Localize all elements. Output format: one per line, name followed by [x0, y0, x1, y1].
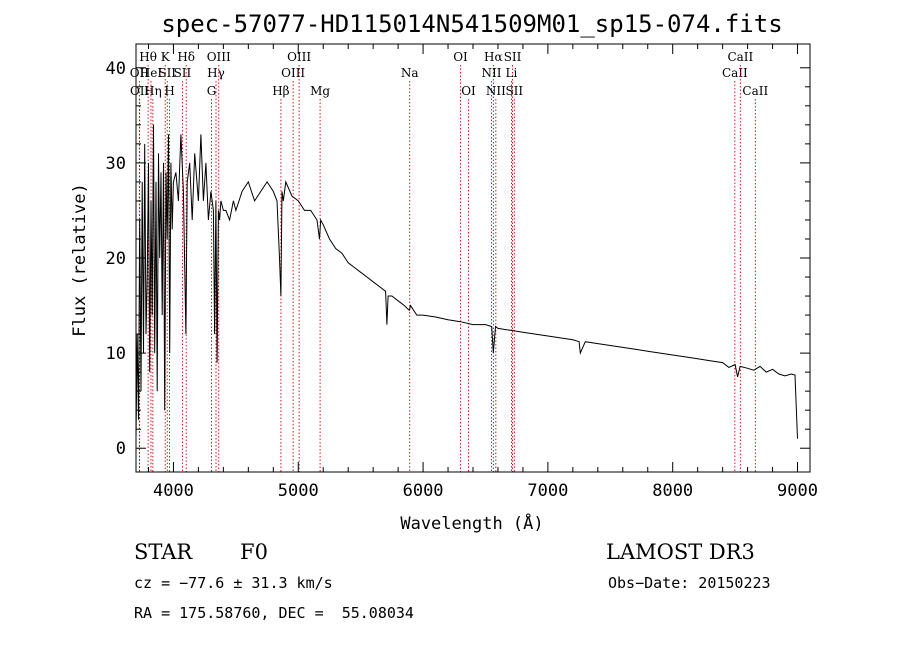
line-marker-label: SII [174, 66, 192, 80]
line-marker-label: OI [461, 84, 476, 98]
line-marker-label: OIII [287, 50, 311, 64]
line-marker-label: OIII [281, 66, 305, 80]
line-marker-label: CaII [742, 84, 768, 98]
line-marker-label: NII [486, 84, 506, 98]
line-marker-label: CaII [722, 66, 748, 80]
chart-title: spec-57077-HD115014N541509M01_sp15-074.f… [161, 10, 782, 38]
y-tick-label: 0 [116, 439, 126, 459]
plot-frame [135, 43, 811, 473]
line-marker-label: OII [130, 84, 150, 98]
y-tick-label: 20 [106, 249, 126, 269]
line-marker-label: K [161, 50, 171, 64]
line-marker-label: Hβ [272, 84, 289, 98]
line-marker-label: Hη [144, 84, 162, 98]
spectrum-chart: spec-57077-HD115014N541509M01_sp15-074.f… [70, 10, 818, 534]
line-marker-label: OI [453, 50, 468, 64]
line-marker-label: Na [401, 66, 419, 80]
flux-series-line [135, 124, 798, 439]
line-marker-label: SII [505, 84, 523, 98]
line-marker-label: H [164, 84, 174, 98]
coordinates: RA = 175.58760, DEC = 55.08034 [134, 604, 414, 622]
x-tick-label: 9000 [777, 481, 818, 501]
y-tick-label: 10 [106, 344, 126, 364]
line-marker-label: Hθ [139, 50, 157, 64]
object-subclass: F0 [240, 540, 268, 564]
x-axis-label: Wavelength (Å) [400, 512, 543, 534]
line-marker-label: SII [504, 50, 522, 64]
line-marker-label: Hα [484, 50, 503, 64]
x-tick-label: 6000 [403, 481, 444, 501]
observation-date: Obs−Date: 20150223 [608, 574, 771, 592]
line-marker-label: OII [130, 66, 150, 80]
line-marker-label: OIII [207, 50, 231, 64]
x-tick-label: 5000 [278, 481, 319, 501]
x-tick-label: 7000 [527, 481, 568, 501]
radial-velocity: cz = −77.6 ± 31.3 km/s [134, 574, 333, 592]
y-axis-label: Flux (relative) [70, 183, 90, 337]
y-axis-ticks: 0 10 20 30 40 [106, 59, 810, 459]
line-marker-label: Li [506, 66, 518, 80]
line-marker-label: G [207, 84, 217, 98]
x-axis-ticks: 4000 5000 6000 7000 8000 9000 [147, 44, 818, 501]
survey-name: LAMOST DR3 [606, 540, 755, 564]
y-tick-label: 40 [106, 59, 126, 79]
x-tick-label: 4000 [153, 481, 194, 501]
line-marker-label: SII [158, 66, 176, 80]
line-marker-label: Mg [310, 84, 330, 98]
line-marker-label: CaII [727, 50, 753, 64]
object-class: STAR [134, 540, 193, 564]
line-marker-label: Hδ [177, 50, 195, 64]
line-marker-label: NII [481, 66, 501, 80]
line-marker-label: HeI [140, 66, 163, 80]
x-tick-label: 8000 [652, 481, 693, 501]
line-marker-label: Hγ [207, 66, 225, 80]
y-tick-label: 30 [106, 154, 126, 174]
